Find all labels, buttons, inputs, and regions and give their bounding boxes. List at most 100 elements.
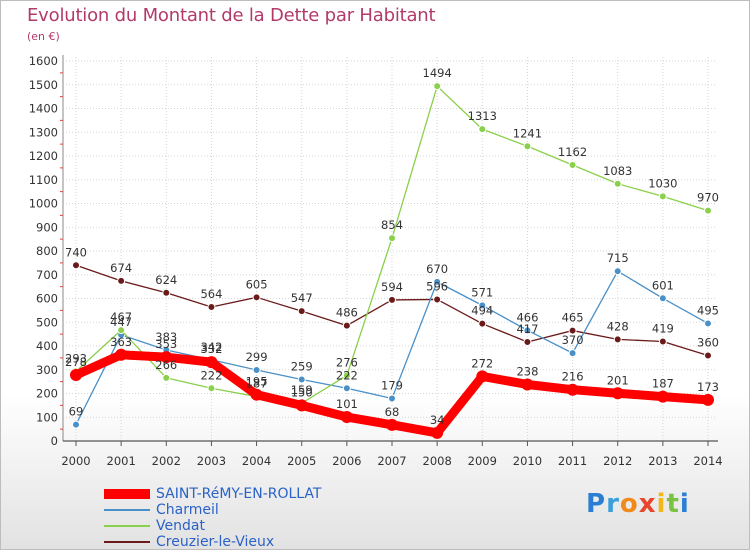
data-point xyxy=(433,277,442,286)
x-tick-label: 2008 xyxy=(423,454,452,468)
data-point xyxy=(162,373,171,382)
data-point xyxy=(478,301,487,310)
y-tick-label: 600 xyxy=(36,292,58,306)
data-point xyxy=(340,411,353,424)
data-label: 370 xyxy=(562,333,584,347)
data-label: 272 xyxy=(471,356,493,370)
data-label: 299 xyxy=(246,350,268,364)
chart-title: Evolution du Montant de la Dette par Hab… xyxy=(27,5,436,26)
legend-swatch xyxy=(104,489,150,499)
data-label: 715 xyxy=(607,251,629,265)
data-point xyxy=(70,368,82,381)
x-tick-label: 2006 xyxy=(332,454,361,468)
legend-label: SAINT-RéMY-EN-ROLLAT xyxy=(156,486,322,502)
data-label: 417 xyxy=(516,322,538,336)
data-label: 1162 xyxy=(558,145,587,159)
unit-label: (en €) xyxy=(27,30,60,43)
data-label: 222 xyxy=(336,368,358,382)
data-point xyxy=(566,383,579,396)
data-label: 467 xyxy=(110,310,132,324)
data-label: 601 xyxy=(652,278,674,292)
legend-swatch xyxy=(104,541,150,543)
data-point xyxy=(295,399,308,412)
data-point xyxy=(250,388,263,401)
data-label: 159 xyxy=(291,383,313,397)
data-label: 547 xyxy=(291,291,313,305)
y-tick-label: 400 xyxy=(36,339,58,353)
data-label: 624 xyxy=(155,273,177,287)
data-label: 419 xyxy=(652,321,674,335)
legend-label: Vendat xyxy=(156,518,205,534)
y-tick-label: 1500 xyxy=(29,78,58,92)
data-label: 383 xyxy=(155,330,177,344)
y-tick-label: 800 xyxy=(36,244,58,258)
legend-swatch xyxy=(104,525,150,527)
data-label: 740 xyxy=(65,245,87,259)
data-label: 564 xyxy=(200,287,222,301)
data-point xyxy=(252,365,261,374)
data-point xyxy=(523,326,532,335)
data-point xyxy=(160,351,173,364)
x-tick-label: 2002 xyxy=(152,454,181,468)
data-label: 293 xyxy=(65,351,87,365)
data-point xyxy=(388,234,396,243)
y-tick-label: 500 xyxy=(36,315,58,329)
data-label: 266 xyxy=(155,358,177,372)
data-label: 486 xyxy=(336,306,358,320)
data-label: 353 xyxy=(155,337,177,351)
data-label: 605 xyxy=(246,277,268,291)
data-label: 259 xyxy=(291,359,313,373)
series-layer xyxy=(70,82,714,439)
data-point xyxy=(205,356,218,369)
proxiti-logo: Proxiti xyxy=(586,489,690,519)
data-label: 596 xyxy=(426,279,448,293)
data-label: 447 xyxy=(110,315,132,329)
data-label: 970 xyxy=(697,191,719,205)
data-point xyxy=(476,370,489,383)
data-point xyxy=(613,267,622,276)
data-label: 363 xyxy=(110,335,132,349)
y-tick-label: 300 xyxy=(36,363,58,377)
data-point xyxy=(568,349,577,358)
legend-label: Charmeil xyxy=(156,502,219,518)
data-label: 670 xyxy=(426,262,448,276)
x-tick-label: 2004 xyxy=(242,454,271,468)
data-point xyxy=(207,303,216,312)
x-tick-label: 2014 xyxy=(693,454,722,468)
x-tick-label: 2007 xyxy=(377,454,406,468)
data-point xyxy=(523,337,532,346)
data-point xyxy=(704,319,712,328)
x-tick-label: 2000 xyxy=(61,454,90,468)
data-label: 854 xyxy=(381,218,403,232)
data-label: 428 xyxy=(607,319,629,333)
data-label: 1241 xyxy=(513,126,542,140)
x-tick-label: 2005 xyxy=(287,454,316,468)
data-point xyxy=(704,206,712,215)
y-tick-label: 1300 xyxy=(29,125,58,139)
data-labels: 278 363 353 332 195 150 101 68 34 272 238 216 201 187… xyxy=(65,66,719,427)
data-label: 195 xyxy=(246,375,268,389)
data-label: 101 xyxy=(336,397,358,411)
data-label: 238 xyxy=(516,364,538,378)
grid xyxy=(66,57,716,442)
data-point xyxy=(342,371,351,380)
x-tick-label: 2013 xyxy=(648,454,677,468)
data-point xyxy=(207,384,216,393)
data-label: 495 xyxy=(697,303,719,317)
data-label: 1494 xyxy=(423,66,452,80)
y-tick-label: 1400 xyxy=(29,102,58,116)
data-point xyxy=(162,288,171,297)
data-point xyxy=(72,261,80,270)
y-tick-label: 0 xyxy=(51,434,58,448)
y-tick-label: 200 xyxy=(36,387,58,401)
data-label: 332 xyxy=(200,342,222,356)
x-tick-label: 2003 xyxy=(197,454,226,468)
y-tick-label: 700 xyxy=(36,268,58,282)
data-label: 571 xyxy=(471,285,493,299)
data-label: 187 xyxy=(652,377,674,391)
data-label: 465 xyxy=(562,311,584,325)
x-tick-label: 2001 xyxy=(107,454,136,468)
data-point xyxy=(568,326,577,335)
